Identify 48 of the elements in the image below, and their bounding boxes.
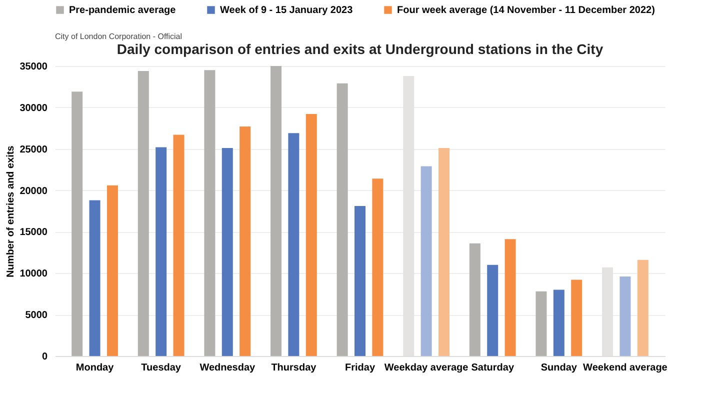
- bar: [637, 260, 648, 356]
- x-tick-label: Tuesday: [141, 362, 182, 374]
- bar: [222, 148, 233, 356]
- bar: [270, 66, 282, 356]
- y-tick-label: 25000: [20, 144, 48, 156]
- text: City of London Corporation - Official: [55, 32, 182, 41]
- y-tick-label: 10000: [20, 268, 48, 280]
- x-tick-label: Saturday: [471, 362, 514, 374]
- x-tick-label: Wednesday: [200, 362, 256, 374]
- legend-label: Week of 9 - 15 January 2023: [220, 5, 354, 16]
- bar: [72, 92, 83, 356]
- bar: [438, 148, 450, 356]
- bar: [306, 114, 317, 356]
- bar: [487, 264, 498, 356]
- bar: [336, 83, 348, 356]
- x-tick-label: Friday: [344, 362, 376, 374]
- y-tick-label: 15000: [20, 227, 48, 238]
- x-tick-label: Weekday average: [384, 362, 469, 374]
- bar: [138, 70, 149, 356]
- x-tick-label: Thursday: [271, 362, 317, 374]
- bar: [89, 200, 100, 356]
- chart-title: Daily comparison of entries and exits at Underground stations in the City: [116, 41, 604, 57]
- x-tick-label: Sunday: [540, 362, 578, 374]
- bar: [173, 134, 184, 356]
- legend-label: Pre-pandemic average: [69, 5, 176, 16]
- bar: [354, 206, 366, 356]
- bar: [504, 239, 516, 356]
- y-tick-label: 30000: [20, 102, 48, 114]
- bar: [372, 178, 384, 356]
- bar: [536, 291, 547, 356]
- bar: [571, 280, 582, 356]
- x-tick-label: Weekend average: [583, 362, 668, 374]
- y-tick-label: 20000: [20, 186, 48, 197]
- bar: [240, 126, 251, 356]
- x-tick-label: Monday: [76, 362, 114, 374]
- bar: [106, 185, 118, 356]
- legend-label: Four week average (14 November - 11 December 2022): [397, 5, 655, 16]
- y-tick-label: 35000: [20, 62, 48, 72]
- bar: [204, 70, 216, 356]
- y-tick-label: 5000: [25, 310, 48, 322]
- bar: [156, 147, 167, 356]
- bar: [620, 276, 631, 356]
- bar: [553, 290, 564, 356]
- bar: [288, 133, 300, 356]
- bar: [469, 243, 480, 356]
- bar: [420, 166, 432, 356]
- y-tick-label: 0: [42, 352, 48, 362]
- y-axis-title: Number of entries and exits: [6, 145, 17, 278]
